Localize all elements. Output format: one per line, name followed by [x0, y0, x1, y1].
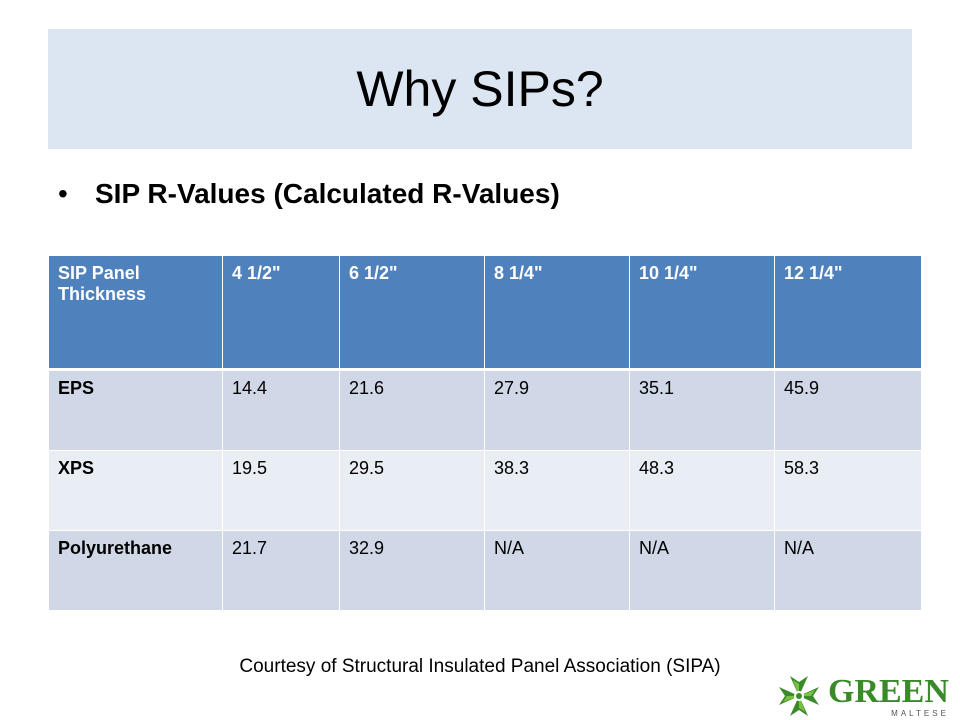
bullet-dot-icon: • — [58, 178, 68, 209]
table-header-cell: 10 1/4" — [629, 256, 775, 371]
table-cell: 21.6 — [339, 369, 485, 451]
slide-title: Why SIPs? — [356, 61, 604, 117]
source-credit: Courtesy of Structural Insulated Panel A… — [239, 656, 721, 677]
table-row-label: XPS — [48, 450, 223, 531]
table-row: EPS 14.4 21.6 27.9 35.1 45.9 — [48, 369, 922, 451]
table-cell: N/A — [629, 530, 775, 610]
table-header-cell: 8 1/4" — [484, 256, 630, 371]
table-row: Polyurethane 21.7 32.9 N/A N/A N/A — [48, 530, 922, 610]
table-cell: 19.5 — [222, 450, 340, 531]
table-cell: 21.7 — [222, 530, 340, 610]
table-row-label: EPS — [48, 369, 223, 451]
table-cell: N/A — [774, 530, 922, 610]
green-maltese-logo: GREEN MALTESE — [776, 672, 954, 720]
table-cell: 27.9 — [484, 369, 630, 451]
maltese-cross-icon — [779, 676, 819, 716]
bullet-point: • SIP R-Values (Calculated R-Values) — [58, 178, 560, 210]
table-header-cell: 4 1/2" — [222, 256, 340, 371]
r-value-table: SIP Panel Thickness 4 1/2" 6 1/2" 8 1/4"… — [48, 256, 922, 610]
table-header-cell: 12 1/4" — [774, 256, 922, 371]
table-cell: 58.3 — [774, 450, 922, 531]
table-header-cell: 6 1/2" — [339, 256, 485, 371]
bullet-text: SIP R-Values (Calculated R-Values) — [95, 178, 560, 209]
table-row: XPS 19.5 29.5 38.3 48.3 58.3 — [48, 450, 922, 531]
title-box: Why SIPs? — [48, 29, 912, 149]
table-cell: 35.1 — [629, 369, 775, 451]
table-cell: 29.5 — [339, 450, 485, 531]
table-cell: 14.4 — [222, 369, 340, 451]
table-cell: 32.9 — [339, 530, 485, 610]
table-header-row: SIP Panel Thickness 4 1/2" 6 1/2" 8 1/4"… — [48, 256, 922, 371]
table-cell: N/A — [484, 530, 630, 610]
table-row-label: Polyurethane — [48, 530, 223, 610]
table-header-cell: SIP Panel Thickness — [48, 256, 223, 371]
table-cell: 38.3 — [484, 450, 630, 531]
logo-sub-text: MALTESE — [891, 708, 949, 718]
table-cell: 45.9 — [774, 369, 922, 451]
logo-brand-text: GREEN — [828, 672, 949, 710]
table-cell: 48.3 — [629, 450, 775, 531]
